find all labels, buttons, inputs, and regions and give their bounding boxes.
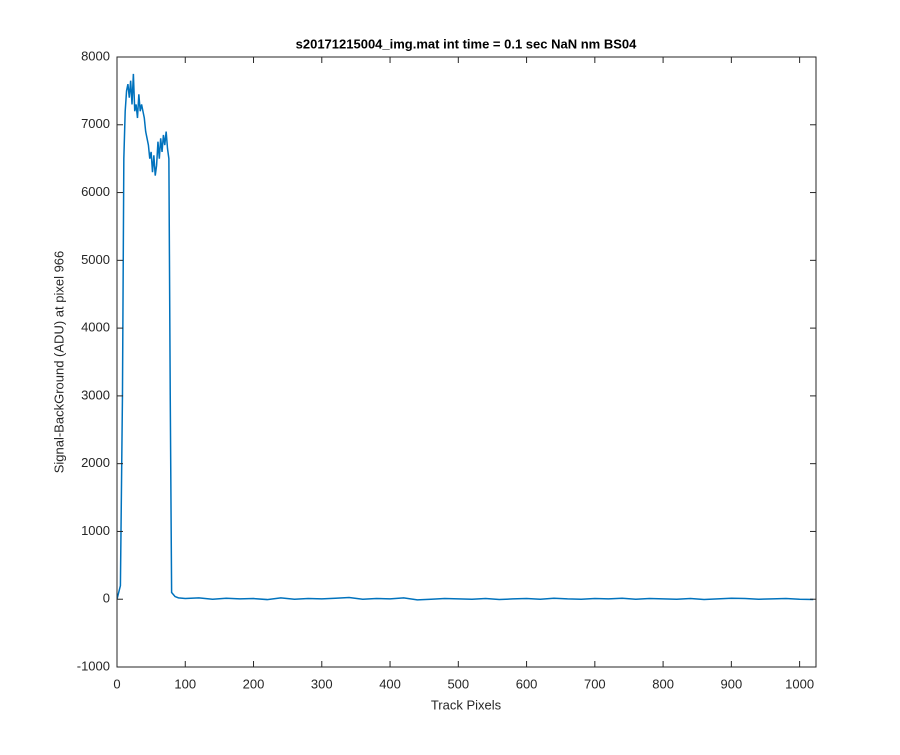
- x-tick-label: 900: [721, 676, 743, 691]
- y-tick-label: 3000: [81, 387, 110, 402]
- x-axis-label: Track Pixels: [431, 697, 502, 712]
- x-tick-label: 200: [243, 676, 265, 691]
- x-tick-label: 1000: [785, 676, 814, 691]
- y-tick-label: 6000: [81, 184, 110, 199]
- x-tick-label: 800: [652, 676, 674, 691]
- y-tick-label: 7000: [81, 116, 110, 131]
- x-tick-label: 600: [516, 676, 538, 691]
- x-tick-label: 0: [113, 676, 120, 691]
- y-tick-label: 8000: [81, 48, 110, 63]
- y-tick-label: 0: [103, 591, 110, 606]
- data-line: [117, 73, 814, 601]
- y-tick-label: 1000: [81, 523, 110, 538]
- y-tick-label: 4000: [81, 320, 110, 335]
- x-tick-label: 700: [584, 676, 606, 691]
- x-tick-label: 100: [174, 676, 196, 691]
- y-tick-label: 5000: [81, 252, 110, 267]
- plot-frame: [116, 56, 817, 668]
- chart-title: s20171215004_img.mat int time = 0.1 sec …: [296, 36, 637, 51]
- y-tick-label: 2000: [81, 455, 110, 470]
- x-tick-label: 500: [447, 676, 469, 691]
- x-tick-label: 400: [379, 676, 401, 691]
- y-tick-label: -1000: [77, 658, 110, 673]
- y-axis-label: Signal-BackGround (ADU) at pixel 966: [51, 251, 66, 474]
- x-tick-label: 300: [311, 676, 333, 691]
